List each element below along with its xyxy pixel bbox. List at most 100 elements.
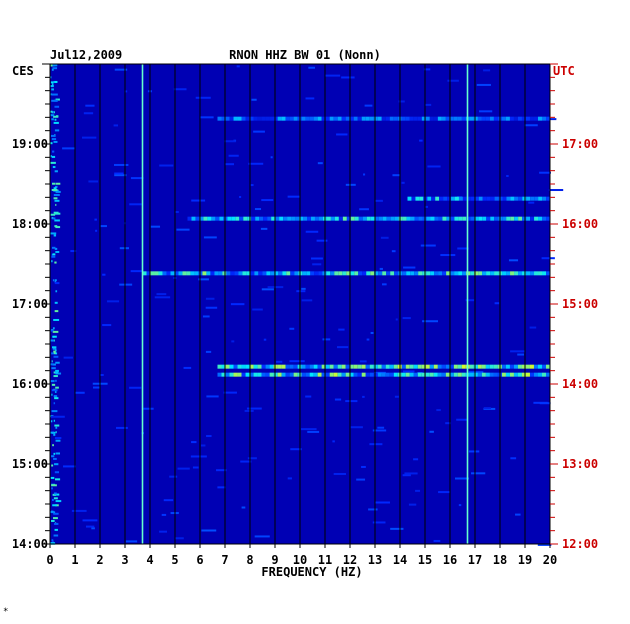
noise-mark: [129, 386, 142, 389]
band-segment: [303, 216, 308, 221]
axes: 0 1 2 3 4 5 6 7 8 9 10 11 12 13 14 15 16 17 18 19 2014:0015:…: [12, 63, 598, 567]
noise-mark: [53, 355, 59, 358]
band-segment: [262, 271, 267, 276]
y-tick-label-right: 13:00: [562, 457, 598, 471]
band-segment: [294, 271, 299, 276]
band-segment: [425, 116, 430, 121]
noise-mark: [55, 250, 60, 253]
band-segment: [422, 271, 427, 276]
noise-mark: [447, 79, 459, 82]
noise-mark: [50, 76, 52, 79]
x-tick-label: 16: [443, 553, 457, 567]
band-segment: [261, 116, 266, 121]
band-segment: [546, 271, 550, 276]
noise-mark: [55, 379, 57, 382]
noise-mark: [254, 208, 262, 211]
band-segment: [202, 271, 207, 276]
noise-mark: [494, 302, 500, 305]
band-segment: [381, 116, 386, 121]
noise-mark: [53, 121, 59, 124]
noise-mark: [290, 448, 302, 451]
band-segment: [545, 116, 550, 121]
band-segment: [417, 364, 422, 369]
band-segment: [538, 271, 543, 276]
band-segment: [361, 364, 366, 369]
noise-mark: [54, 397, 59, 400]
band-segment: [418, 271, 423, 276]
noise-mark: [287, 477, 292, 480]
band-segment: [250, 271, 255, 276]
band-segment: [293, 372, 298, 377]
band-segment: [237, 116, 242, 121]
band-segment: [429, 364, 434, 369]
band-segment: [178, 271, 183, 276]
noise-mark: [113, 163, 129, 166]
band-segment: [439, 196, 444, 201]
noise-layer: [50, 64, 564, 546]
band-segment: [247, 216, 252, 221]
band-segment: [393, 372, 398, 377]
noise-mark: [401, 181, 405, 184]
band-segment: [447, 196, 452, 201]
noise-mark: [528, 201, 535, 204]
noise-mark: [53, 492, 57, 495]
noise-mark: [124, 90, 128, 93]
band-segment: [334, 271, 339, 276]
band-segment: [229, 364, 234, 369]
band-segment: [458, 216, 463, 221]
noise-mark: [52, 363, 56, 366]
noise-mark: [541, 257, 555, 260]
x-tick-label: 10: [293, 553, 307, 567]
band-segment: [214, 271, 219, 276]
noise-mark: [54, 225, 58, 228]
band-segment: [275, 216, 280, 221]
band-segment: [518, 216, 523, 221]
band-segment: [521, 372, 526, 377]
band-segment: [269, 372, 274, 377]
noise-mark: [395, 318, 398, 321]
band-segment: [286, 271, 291, 276]
band-segment: [489, 116, 494, 121]
band-segment: [490, 196, 495, 201]
band-segment: [231, 216, 236, 221]
noise-mark: [52, 217, 56, 220]
band-segment: [381, 372, 386, 377]
band-segment: [314, 216, 319, 221]
noise-mark: [356, 478, 366, 481]
band-segment: [354, 216, 359, 221]
band-segment: [470, 271, 475, 276]
noise-mark: [359, 208, 369, 211]
y-tick-label-left: 14:00: [12, 537, 48, 551]
band-segment: [261, 364, 266, 369]
noise-mark: [200, 116, 214, 119]
band-segment: [273, 372, 278, 377]
noise-mark: [53, 497, 58, 500]
noise-mark: [468, 450, 480, 453]
band-segment: [414, 216, 419, 221]
band-segment: [529, 116, 534, 121]
band-segment: [474, 216, 479, 221]
band-segment: [431, 196, 436, 201]
band-segment: [489, 364, 494, 369]
band-segment: [458, 196, 463, 201]
band-segment: [530, 271, 535, 276]
noise-mark: [102, 324, 112, 327]
band-segment: [229, 372, 234, 377]
noise-mark: [55, 190, 61, 193]
band-segment: [365, 364, 370, 369]
band-segment: [462, 271, 467, 276]
band-segment: [195, 216, 200, 221]
noise-mark: [422, 320, 439, 323]
band-segment: [446, 216, 451, 221]
noise-mark: [54, 301, 58, 304]
noise-mark: [377, 426, 385, 429]
noise-mark: [429, 430, 434, 433]
band-segment: [494, 271, 499, 276]
noise-mark: [301, 287, 306, 290]
band-segment: [438, 271, 443, 276]
band-segment: [458, 271, 463, 276]
noise-mark: [54, 282, 60, 285]
noise-mark: [53, 402, 56, 405]
noise-mark: [332, 440, 335, 443]
band-segment: [453, 116, 458, 121]
